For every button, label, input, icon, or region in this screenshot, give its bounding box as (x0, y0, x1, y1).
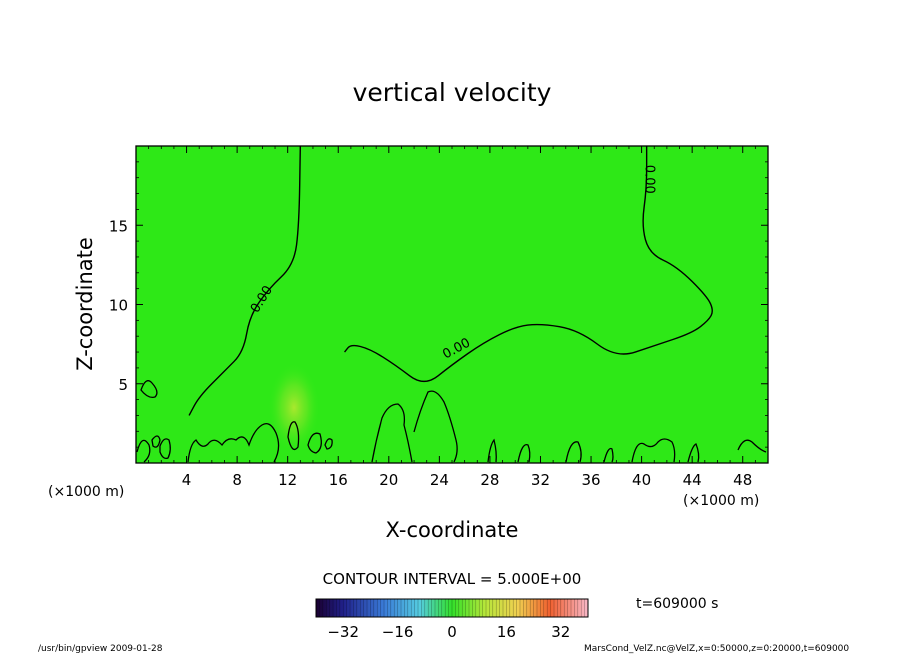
small-contour-cells (136, 380, 767, 463)
contour-interval-text: CONTOUR INTERVAL = 5.000E+00 (323, 570, 582, 588)
footer-right: MarsCond_VelZ.nc@VelZ,x=0:50000,z=0:2000… (584, 644, 849, 654)
colorbar-tick-labels: −32 −16 0 16 32 (327, 623, 570, 641)
colorbar: −32 −16 0 16 32 (315, 598, 589, 641)
x-axis-label: X-coordinate (386, 518, 519, 542)
contour-lines (188, 146, 713, 416)
x-tick-label: 28 (480, 471, 499, 489)
colorbar-tick-label: 32 (551, 623, 570, 641)
field-background (136, 146, 768, 463)
y-axis-label: Z-coordinate (73, 237, 97, 371)
x-tick-label: 48 (733, 471, 752, 489)
positive-velocity-region (268, 362, 320, 453)
colorbar-tick-label: −32 (327, 623, 359, 641)
chart-title: vertical velocity (353, 78, 552, 107)
colorbar-divisions (319, 599, 585, 617)
x-tick-label: 12 (278, 471, 297, 489)
x-unit-left: (×1000 m) (48, 484, 124, 500)
x-tick-label: 8 (232, 471, 242, 489)
y-tick-label: 5 (118, 376, 128, 394)
x-tick-label: 4 (182, 471, 192, 489)
x-tick-label: 20 (379, 471, 398, 489)
footer-left: /usr/bin/gpview 2009-01-28 (38, 644, 163, 654)
x-axis-ticks: 4 8 12 16 20 24 28 32 36 40 44 48 (148, 146, 756, 489)
zero-contour-2 (344, 146, 713, 383)
x-tick-label: 24 (430, 471, 449, 489)
y-tick-label: 15 (109, 217, 128, 235)
y-axis-ticks: 5 10 15 (109, 161, 768, 448)
x-tick-label: 32 (531, 471, 550, 489)
y-tick-label: 10 (109, 297, 128, 315)
plot-area: 0.000.000.00 4 8 12 16 20 24 28 32 36 40 44 48 5101… (109, 145, 769, 489)
x-tick-label: 36 (581, 471, 600, 489)
contour-label: 0.00 (641, 165, 656, 194)
time-label: t=609000 s (636, 596, 718, 612)
x-tick-label: 40 (632, 471, 651, 489)
x-unit-right: (×1000 m) (683, 493, 759, 509)
x-tick-label: 44 (683, 471, 702, 489)
zero-contour-1 (188, 146, 302, 416)
colorbar-tick-label: 0 (447, 623, 457, 641)
x-tick-label: 16 (329, 471, 348, 489)
colorbar-tick-label: 16 (497, 623, 516, 641)
colorbar-tick-label: −16 (382, 623, 414, 641)
